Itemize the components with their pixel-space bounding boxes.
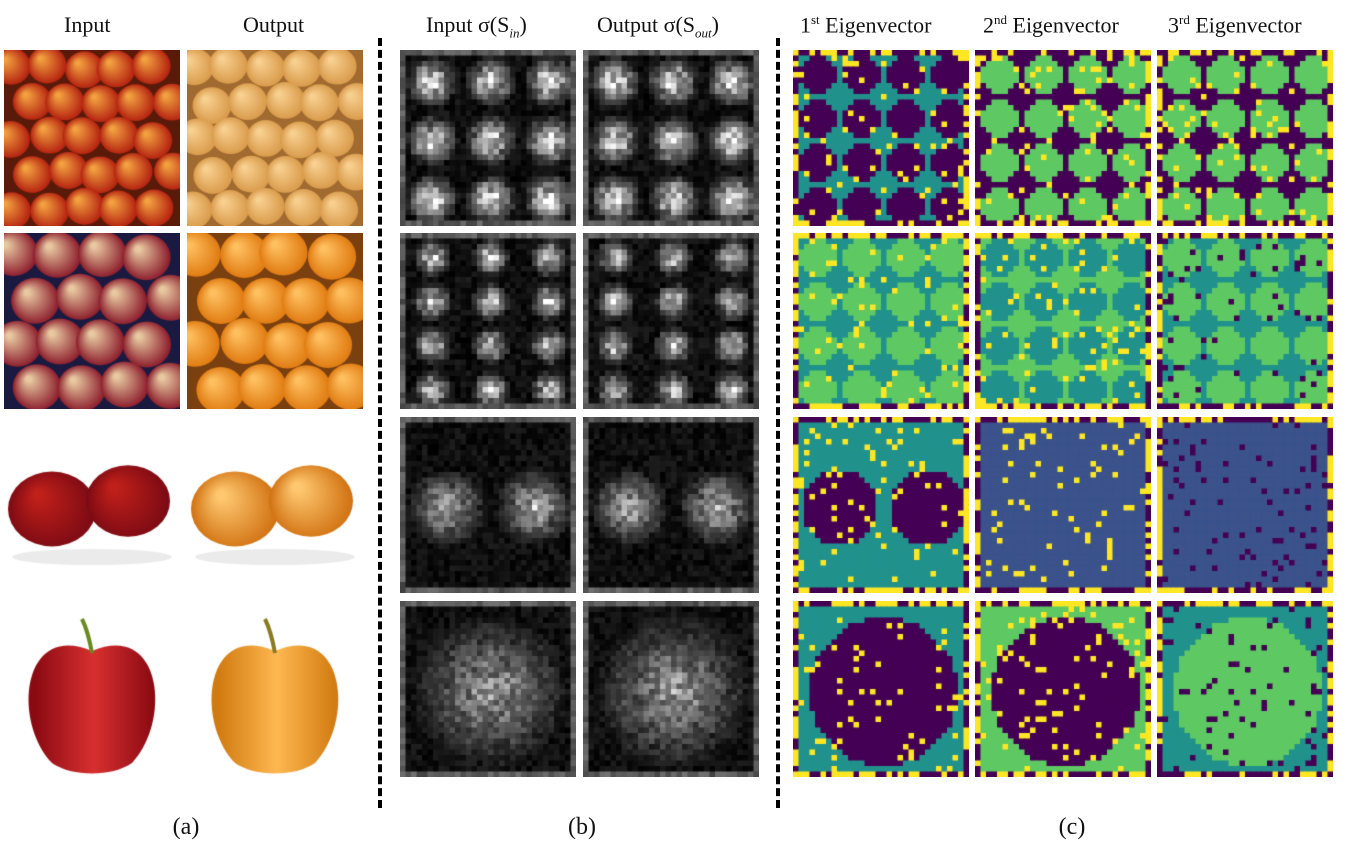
header-input-a: Input	[64, 12, 111, 37]
divider-left	[378, 38, 382, 808]
eigenvector-2-row-1	[975, 50, 1151, 226]
input-image-3	[4, 417, 180, 593]
header-eigenvector-2: 2nd Eigenvector	[983, 12, 1119, 38]
header-eigenvector-1: 1st Eigenvector	[800, 12, 932, 38]
eigenvector-3-row-4	[1157, 601, 1333, 777]
output-image-4	[187, 601, 363, 777]
output-image-1	[187, 50, 363, 226]
saliency-input-1	[400, 50, 576, 226]
header-output-b: Output σ(Sout)	[597, 12, 719, 41]
saliency-input-2	[400, 233, 576, 409]
input-image-1	[4, 50, 180, 226]
saliency-output-3	[583, 417, 759, 593]
saliency-output-4	[583, 601, 759, 777]
saliency-input-3	[400, 417, 576, 593]
input-image-2	[4, 233, 180, 409]
eigenvector-3-row-2	[1157, 233, 1333, 409]
header-output-a: Output	[243, 12, 305, 37]
eigenvector-2-row-3	[975, 417, 1151, 593]
eigenvector-3-row-3	[1157, 417, 1333, 593]
panel-label-c: (c)	[1058, 814, 1086, 840]
saliency-output-2	[583, 233, 759, 409]
divider-right	[776, 38, 780, 808]
eigenvector-1-row-4	[793, 601, 969, 777]
panel-label-a: (a)	[172, 814, 200, 840]
saliency-output-1	[583, 50, 759, 226]
panel-label-b: (b)	[568, 814, 596, 840]
eigenvector-3-row-1	[1157, 50, 1333, 226]
eigenvector-2-row-4	[975, 601, 1151, 777]
eigenvector-1-row-2	[793, 233, 969, 409]
eigenvector-2-row-2	[975, 233, 1151, 409]
input-image-4	[4, 601, 180, 777]
eigenvector-1-row-1	[793, 50, 969, 226]
output-image-3	[187, 417, 363, 593]
saliency-input-4	[400, 601, 576, 777]
header-eigenvector-3: 3rd Eigenvector	[1168, 12, 1302, 38]
header-input-b: Input σ(Sin)	[426, 12, 527, 41]
output-image-2	[187, 233, 363, 409]
eigenvector-1-row-3	[793, 417, 969, 593]
